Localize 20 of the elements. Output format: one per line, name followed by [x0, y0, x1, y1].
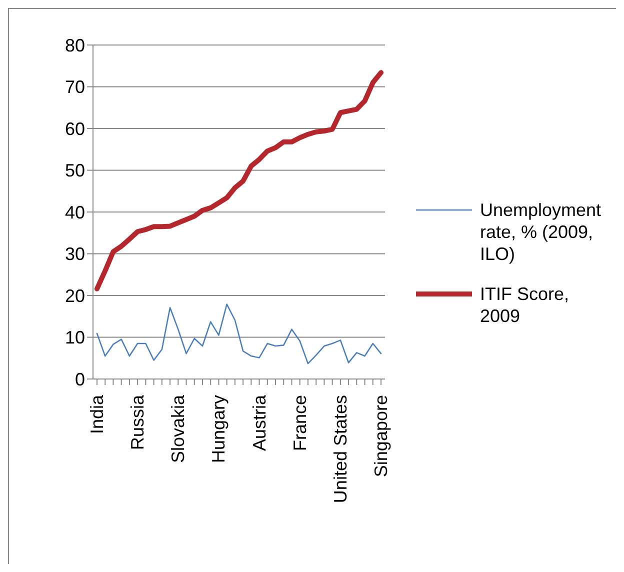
y-tick-label: 40 — [64, 202, 85, 222]
x-tick-label: Slovakia — [168, 394, 188, 464]
legend-label: ITIF Score, 2009 — [480, 283, 570, 327]
y-tick-label: 30 — [64, 244, 85, 264]
y-tick-label: 50 — [64, 160, 85, 181]
y-tick-label: 60 — [64, 118, 85, 139]
y-tick-label: 10 — [64, 328, 85, 348]
y-tick-label: 80 — [64, 35, 85, 56]
y-tick-label: 70 — [64, 77, 85, 98]
y-tick-label: 0 — [74, 369, 85, 390]
legend-label: Unemployment rate, % (2009, ILO) — [480, 199, 602, 265]
line-series — [96, 304, 382, 364]
x-tick-label: Hungary — [208, 395, 229, 464]
x-tick-label: Austria — [249, 394, 270, 452]
y-tick-label: 20 — [64, 286, 85, 306]
x-tick-label: United States — [330, 395, 350, 504]
x-tick-label: Singapore — [371, 395, 391, 478]
x-tick-label: France — [290, 395, 310, 452]
x-tick-label: Russia — [128, 394, 148, 450]
x-tick-label: India — [87, 394, 107, 434]
